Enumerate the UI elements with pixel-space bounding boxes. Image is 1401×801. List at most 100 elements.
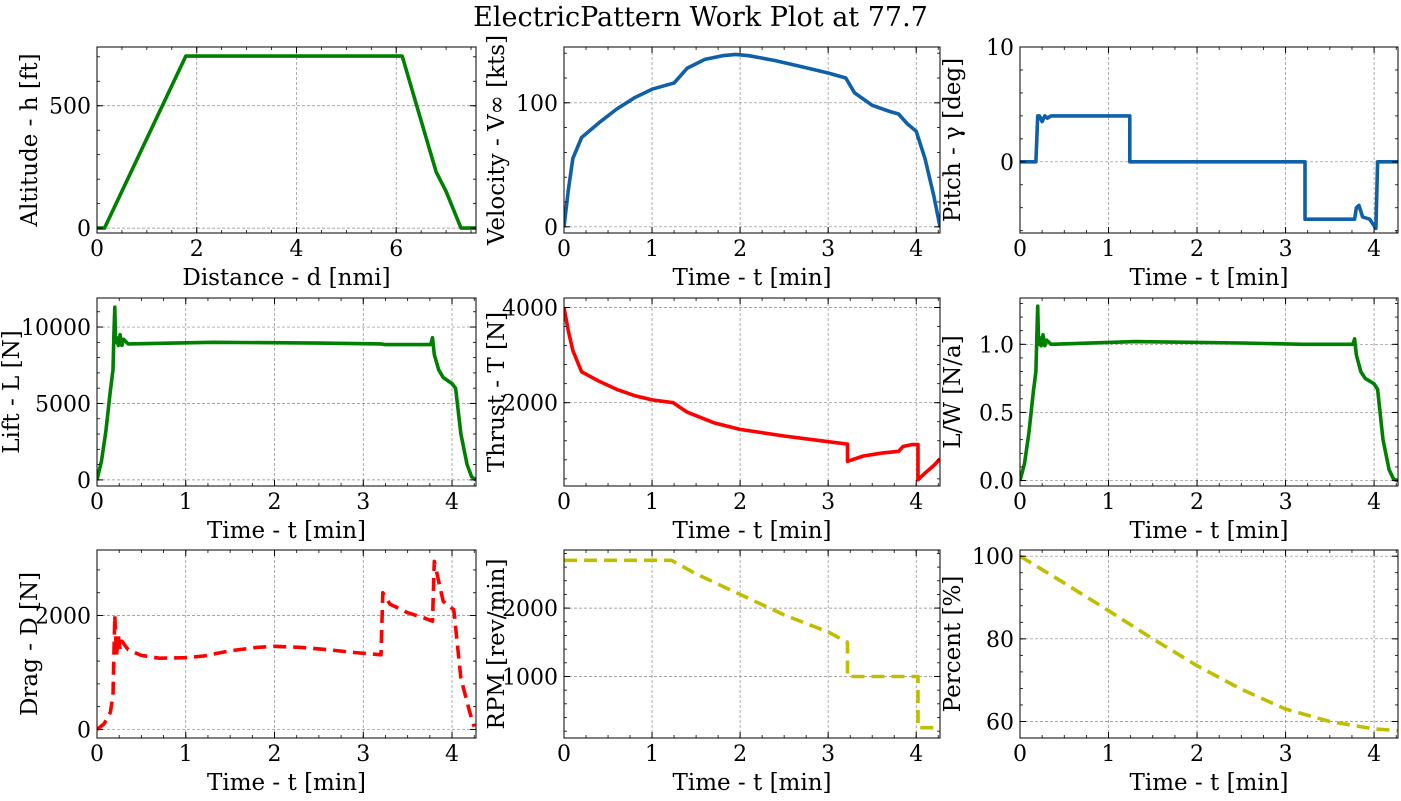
x-axis-label: Time - t [min] — [207, 770, 366, 796]
x-axis-label: Distance - d [nmi] — [182, 265, 390, 291]
y-tick-label: 4000 — [502, 297, 558, 322]
y-tick-label: 0 — [77, 469, 91, 494]
y-tick-label: 10 — [986, 36, 1014, 61]
x-tick-label: 2 — [1190, 742, 1204, 767]
x-tick-label: 3 — [356, 742, 370, 767]
axes-frame — [1019, 297, 1399, 487]
subplot-load-factor: 0 1 2 3 4 0.0 0.5 1.0 Time - t [min] L/W [N/a] — [940, 297, 1399, 544]
x-tick-label: 2 — [1190, 490, 1204, 515]
x-tick-label: 0 — [1013, 490, 1027, 515]
x-tick-label: 2 — [733, 742, 747, 767]
x-tick-label: 2 — [1190, 237, 1204, 262]
series-line-altitude — [97, 54, 476, 230]
series-line-pitch — [1020, 114, 1398, 231]
x-tick-label: 4 — [909, 490, 923, 515]
y-tick-label: 1.0 — [979, 333, 1014, 358]
axes-frame — [96, 549, 477, 739]
axes-frame — [563, 46, 941, 234]
series-line-lift — [97, 305, 476, 482]
y-axis-label: Velocity - V∞ [kts] — [484, 35, 510, 246]
x-tick-label: 2 — [733, 237, 747, 262]
x-tick-label: 0 — [557, 237, 571, 262]
x-tick-label: 1 — [645, 237, 659, 262]
subplot-battery: 0 1 2 3 4 60 80 100 Time - t [min] Percent [%] — [940, 545, 1399, 796]
y-tick-label: 5000 — [35, 392, 91, 417]
y-tick-label: 80 — [986, 628, 1014, 653]
y-tick-label: 2000 — [502, 597, 558, 622]
x-tick-label: 1 — [1102, 742, 1116, 767]
x-tick-label: 0 — [90, 490, 104, 515]
x-tick-label: 3 — [821, 237, 835, 262]
series-line-load-factor — [1020, 304, 1398, 483]
y-tick-label: 10000 — [21, 316, 91, 341]
y-tick-label: 0 — [1000, 151, 1014, 176]
x-tick-label: 0 — [557, 490, 571, 515]
y-tick-label: 60 — [986, 710, 1014, 735]
x-tick-label: 3 — [821, 742, 835, 767]
x-tick-label: 4 — [445, 742, 459, 767]
x-tick-label: 6 — [389, 237, 403, 262]
y-tick-label: 0 — [544, 216, 558, 241]
series-line-battery — [1020, 554, 1398, 733]
x-tick-label: 2 — [268, 742, 282, 767]
x-axis-label: Time - t [min] — [207, 518, 366, 544]
x-tick-label: 3 — [1279, 490, 1293, 515]
y-axis-label: Altitude - h [ft] — [17, 53, 43, 227]
y-axis-label: Drag - D [N] — [17, 572, 43, 716]
x-axis-label: Time - t [min] — [1130, 265, 1289, 291]
x-axis-label: Time - t [min] — [1130, 518, 1289, 544]
series-line-drag — [97, 559, 476, 731]
x-axis-label: Time - t [min] — [1130, 770, 1289, 796]
x-tick-label: 3 — [1279, 742, 1293, 767]
axes-frame — [96, 46, 477, 234]
x-tick-label: 0 — [90, 237, 104, 262]
x-tick-label: 4 — [1367, 742, 1381, 767]
y-tick-label: 2000 — [502, 392, 558, 417]
y-axis-label: Thrust - T [N] — [484, 312, 510, 472]
axes-frame — [1019, 549, 1399, 739]
y-tick-label: 0.0 — [979, 470, 1014, 495]
x-tick-label: 0 — [1013, 742, 1027, 767]
subplot-lift: 0 1 2 3 4 0 5000 10000 Time - t [min] Lift - L [N… — [0, 297, 477, 544]
x-tick-label: 1 — [645, 490, 659, 515]
x-tick-label: 3 — [1279, 237, 1293, 262]
x-tick-label: 2 — [268, 490, 282, 515]
subplot-thrust: 0 1 2 3 4 2000 4000 Time - t [min] Thrust - T [N… — [484, 297, 941, 544]
y-tick-label: 0 — [77, 217, 91, 242]
y-tick-label: 0.5 — [979, 401, 1014, 426]
subplot-drag: 0 1 2 3 4 0 2000 Time - t [min] Drag - D [N] — [17, 549, 477, 796]
y-tick-label: 1000 — [502, 665, 558, 690]
subplot-rpm: 0 1 2 3 4 1000 2000 Time - t [min] RPM [rev/min] — [484, 549, 941, 796]
x-tick-label: 4 — [909, 742, 923, 767]
y-tick-label: 500 — [49, 95, 91, 120]
subplot-altitude: 0 2 4 6 0 500 Distance - d [nmi] Altitude - h [… — [17, 46, 477, 291]
y-tick-label: 2000 — [35, 605, 91, 630]
x-tick-label: 1 — [1102, 237, 1116, 262]
x-tick-label: 4 — [289, 237, 303, 262]
series-line-thrust — [564, 307, 940, 482]
x-tick-label: 1 — [645, 742, 659, 767]
x-axis-label: Time - t [min] — [673, 265, 832, 291]
axes-frame — [96, 297, 477, 487]
x-tick-label: 4 — [445, 490, 459, 515]
x-tick-label: 4 — [1367, 237, 1381, 262]
y-tick-label: 100 — [972, 545, 1014, 570]
y-tick-label: 0 — [77, 718, 91, 743]
x-tick-label: 1 — [1102, 490, 1116, 515]
x-tick-label: 3 — [356, 490, 370, 515]
y-axis-label: RPM [rev/min] — [484, 559, 510, 730]
x-axis-label: Time - t [min] — [673, 770, 832, 796]
y-tick-label: 100 — [516, 92, 558, 117]
x-tick-label: 1 — [179, 490, 193, 515]
x-tick-label: 2 — [733, 490, 747, 515]
figure-title: ElectricPattern Work Plot at 77.7 — [473, 2, 928, 33]
series-line-rpm — [564, 558, 940, 730]
axes-frame — [563, 549, 941, 739]
x-tick-label: 4 — [1367, 490, 1381, 515]
subplot-pitch: 0 1 2 3 4 0 10 Time - t [min] Pitch - γ [deg] — [940, 36, 1399, 291]
x-tick-label: 4 — [909, 237, 923, 262]
y-axis-label: Lift - L [N] — [0, 330, 25, 453]
y-axis-label: L/W [N/a] — [940, 335, 966, 449]
axes-frame — [563, 297, 941, 487]
